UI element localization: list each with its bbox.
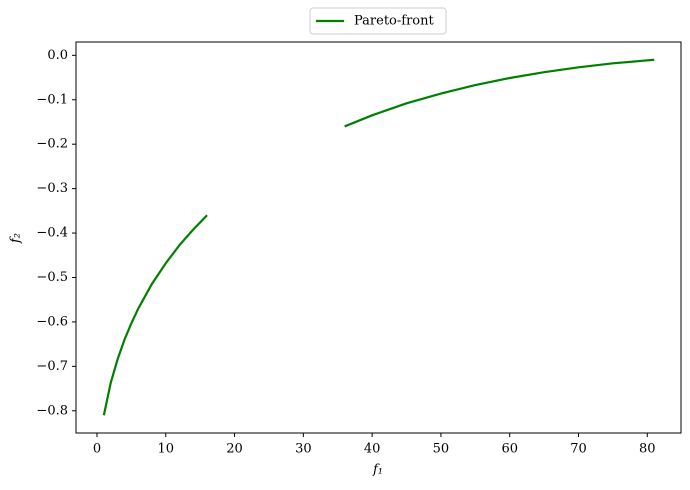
y-tick-label: −0.4 <box>36 226 68 241</box>
x-tick-label: 40 <box>364 442 381 457</box>
plot-frame <box>75 41 682 434</box>
y-tick-label: −0.5 <box>36 270 68 285</box>
x-tick-label: 30 <box>295 442 312 457</box>
legend-label: Pareto-front <box>354 14 434 29</box>
x-tick-label: 0 <box>93 442 101 457</box>
y-tick-label: −0.8 <box>36 403 68 418</box>
x-tick-label: 60 <box>501 442 518 457</box>
x-tick-label: 70 <box>570 442 587 457</box>
legend-box <box>309 7 447 35</box>
x-tick-label: 50 <box>433 442 450 457</box>
y-tick-label: −0.2 <box>36 137 68 152</box>
x-tick-label: 10 <box>157 442 174 457</box>
y-tick-label: 0.0 <box>47 48 68 63</box>
x-axis-label: f₁ <box>372 463 383 478</box>
y-tick-label: −0.1 <box>36 92 68 107</box>
x-tick-label: 20 <box>226 442 243 457</box>
x-tick-label: 80 <box>639 442 656 457</box>
y-tick-label: −0.6 <box>36 314 68 329</box>
y-tick-label: −0.3 <box>36 181 68 196</box>
y-axis-label: f₂ <box>9 233 24 244</box>
y-tick-label: −0.7 <box>36 359 68 374</box>
data-line <box>102 58 655 416</box>
